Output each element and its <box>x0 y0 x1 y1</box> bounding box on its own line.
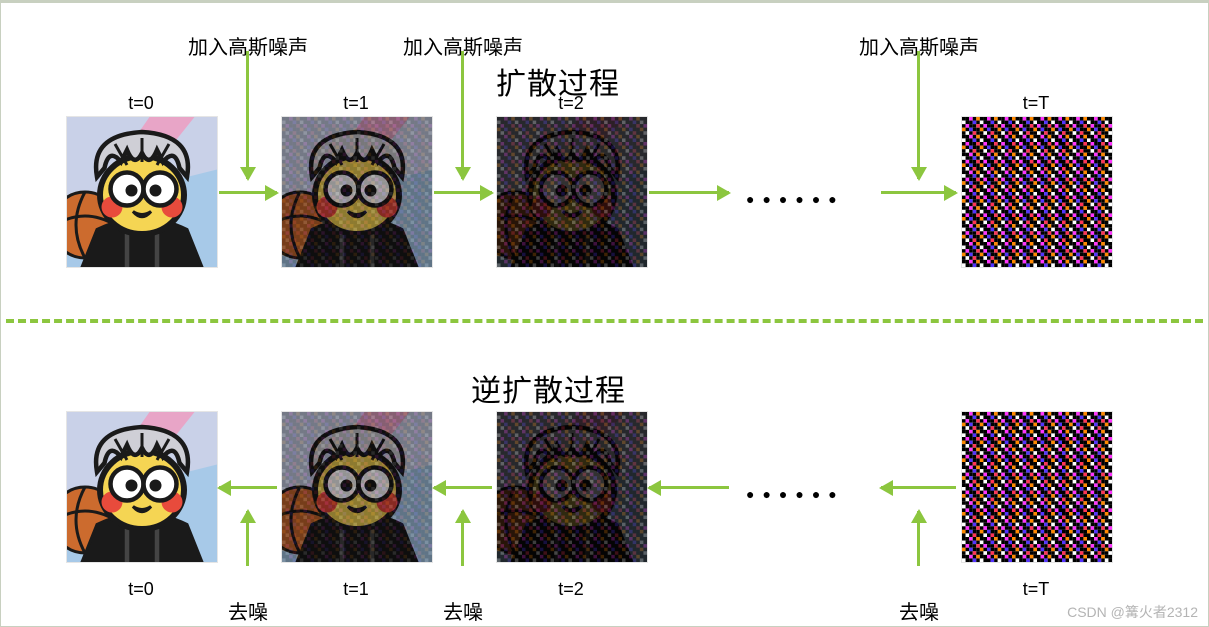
reverse-ellipsis-dots: ●●●●●● <box>746 486 845 502</box>
reverse-vertical-arrow <box>917 511 920 566</box>
forward-image-t-1 <box>281 116 433 268</box>
reverse-title: 逆扩散过程 <box>471 366 626 410</box>
forward-op-label: 加入高斯噪声 <box>188 31 308 60</box>
reverse-vertical-arrow <box>246 511 249 566</box>
forward-op-label: 加入高斯噪声 <box>859 31 979 60</box>
forward-step-label: t=0 <box>128 93 154 114</box>
reverse-vertical-arrow <box>461 511 464 566</box>
section-divider <box>6 319 1203 323</box>
forward-step-label: t=2 <box>558 93 584 114</box>
reverse-op-label: 去噪 <box>443 596 483 625</box>
forward-vertical-arrow <box>917 51 920 179</box>
forward-horizontal-arrow <box>881 191 956 194</box>
reverse-horizontal-arrow <box>881 486 956 489</box>
reverse-horizontal-arrow <box>434 486 492 489</box>
forward-ellipsis-dots: ●●●●●● <box>746 191 845 207</box>
reverse-op-label: 去噪 <box>228 596 268 625</box>
reverse-image-t-0 <box>66 411 218 563</box>
forward-image-t-2 <box>496 116 648 268</box>
reverse-op-label: 去噪 <box>899 596 939 625</box>
forward-vertical-arrow <box>461 51 464 179</box>
reverse-horizontal-arrow <box>649 486 729 489</box>
forward-vertical-arrow <box>246 51 249 179</box>
reverse-step-label: t=2 <box>558 579 584 600</box>
reverse-image-t-T <box>961 411 1113 563</box>
forward-horizontal-arrow <box>649 191 729 194</box>
forward-horizontal-arrow <box>434 191 492 194</box>
forward-op-label: 加入高斯噪声 <box>403 31 523 60</box>
reverse-step-label: t=1 <box>343 579 369 600</box>
reverse-image-t-1 <box>281 411 433 563</box>
reverse-image-t-2 <box>496 411 648 563</box>
reverse-horizontal-arrow <box>219 486 277 489</box>
forward-step-label: t=T <box>1023 93 1050 114</box>
forward-horizontal-arrow <box>219 191 277 194</box>
reverse-step-label: t=0 <box>128 579 154 600</box>
reverse-step-label: t=T <box>1023 579 1050 600</box>
forward-image-t-0 <box>66 116 218 268</box>
forward-image-t-T <box>961 116 1113 268</box>
forward-step-label: t=1 <box>343 93 369 114</box>
